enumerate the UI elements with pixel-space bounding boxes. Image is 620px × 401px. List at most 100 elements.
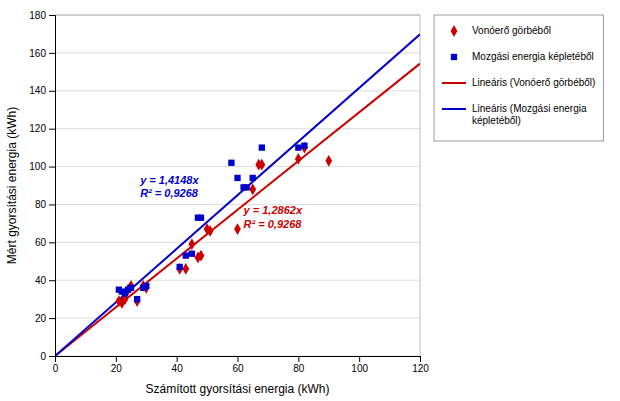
grid-line [55,52,420,53]
legend: Vonóerő görbéből Mozgási energia képletéb… [434,15,603,141]
x-axis: 020406080100120 [53,356,430,374]
tick-mark [49,318,55,319]
scatter-point [198,250,205,262]
chart-container: 020406080100120020406080100120140160180S… [0,0,620,401]
scatter-point [243,184,249,190]
axis-line [56,357,421,363]
tick: 60 [35,237,55,248]
grid-line [55,242,420,243]
scatter-point [228,160,234,166]
plot-frame [55,15,420,16]
axis-line [49,16,56,357]
legend-label: Mozgási energia képletéből [472,51,594,62]
scatter-point [295,144,301,150]
tick-mark [177,356,178,362]
tick-label: 180 [29,10,46,21]
annotation: y = 1,4148xR² = 0,9268 [139,174,199,199]
tick: 180 [29,10,55,21]
chart-svg: 020406080100120020406080100120140160180S… [0,0,620,401]
tick-label: 40 [172,363,184,374]
tick-mark [49,280,55,281]
scatter-point [128,285,134,291]
legend-item: Lineáris (Vonóerő görbéből) [442,77,595,88]
tick-mark [298,356,299,362]
scatter-point [143,283,149,289]
scatter-point [128,280,135,292]
tick-label: 120 [29,123,46,134]
annotation-line: R² = 0,9268 [244,218,303,230]
tick: 80 [293,356,305,374]
tick: 100 [29,161,55,172]
scatter-point [234,175,240,181]
legend-label-line: Lineáris (Mozgási energia [472,103,587,114]
tick-label: 20 [111,363,123,374]
scatter-point [182,263,189,275]
annotation-line: y = 1,2862x [243,204,303,216]
tick-label: 60 [232,363,244,374]
grid-line [55,166,420,167]
trend-line [55,64,420,356]
scatter-point [188,238,195,250]
legend-item: Vonóerő görbéből [451,25,551,37]
tick-mark [238,356,239,362]
tick: 20 [35,313,55,324]
plot-frame [420,15,421,356]
trend-line [55,34,420,356]
grid-line [55,280,420,281]
legend-label-line: Vonóerő görbéből [472,25,551,36]
tick-mark [116,356,117,362]
scatter-point [259,144,265,150]
scatter-point [250,175,256,181]
scatter-point [189,251,195,257]
tick-label: 80 [293,363,305,374]
legend-label: Vonóerő görbéből [472,25,551,36]
tick: 160 [29,48,55,59]
grid-line [55,128,420,129]
tick-mark [49,167,55,168]
tick-mark [49,356,55,357]
plot-marks [55,34,420,356]
tick-mark [49,53,55,54]
tick: 100 [351,356,368,374]
grid-line [55,90,420,91]
legend-label-line: képletéből) [472,115,521,126]
scatter-point [234,223,241,235]
scatter-point [198,215,204,221]
legend-label-line: Mozgási energia képletéből [472,51,594,62]
scatter-point [295,153,302,165]
grid-line [55,318,420,319]
scatter-point [301,142,308,154]
tick-mark [49,204,55,205]
scatter-point [249,183,256,195]
legend-marker [451,54,457,60]
tick: 40 [35,275,55,286]
tick-label: 60 [35,237,47,248]
tick: 80 [35,199,55,210]
tick-mark [49,15,55,16]
annotation-line: R² = 0,9268 [140,187,199,199]
tick-label: 120 [412,363,429,374]
scatter-point [183,252,189,258]
legend-label: Lineáris (Vonóerő görbéből) [472,77,595,88]
tick-label: 20 [35,313,47,324]
tick: 20 [111,356,123,374]
grid [55,15,420,356]
tick-label: 100 [29,161,46,172]
legend-frame [434,15,603,141]
legend-item: Lineáris (Mozgási energiaképletéből) [442,103,587,126]
x-axis-label: Számított gyorsítási energia (kWh) [145,382,329,396]
scatter-point [258,159,265,171]
tick-mark [49,129,55,130]
tick-mark [359,356,360,362]
tick: 0 [40,351,55,362]
tick-mark [49,91,55,92]
scatter-point [301,143,307,149]
tick: 40 [172,356,184,374]
legend-item: Mozgási energia képletéből [451,51,594,62]
tick-label: 160 [29,48,46,59]
scatter-point [176,263,183,275]
tick: 120 [412,356,429,374]
tick-label: 100 [351,363,368,374]
tick: 120 [29,123,55,134]
legend-line [442,82,466,84]
